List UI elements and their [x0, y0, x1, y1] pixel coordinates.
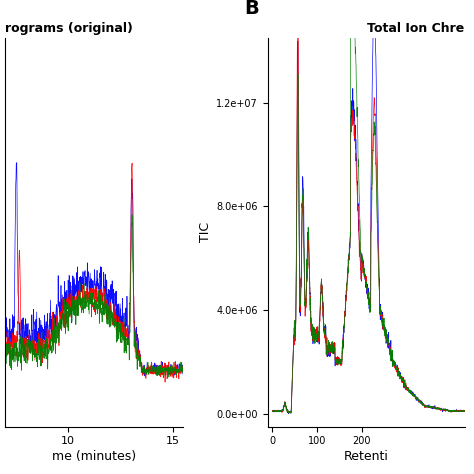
Text: Total Ion Chre: Total Ion Chre: [367, 22, 465, 36]
X-axis label: Retenti: Retenti: [344, 450, 389, 464]
X-axis label: me (minutes): me (minutes): [52, 450, 136, 464]
Y-axis label: TIC: TIC: [199, 222, 212, 242]
Text: rograms (original): rograms (original): [5, 22, 133, 36]
Text: B: B: [244, 0, 259, 18]
